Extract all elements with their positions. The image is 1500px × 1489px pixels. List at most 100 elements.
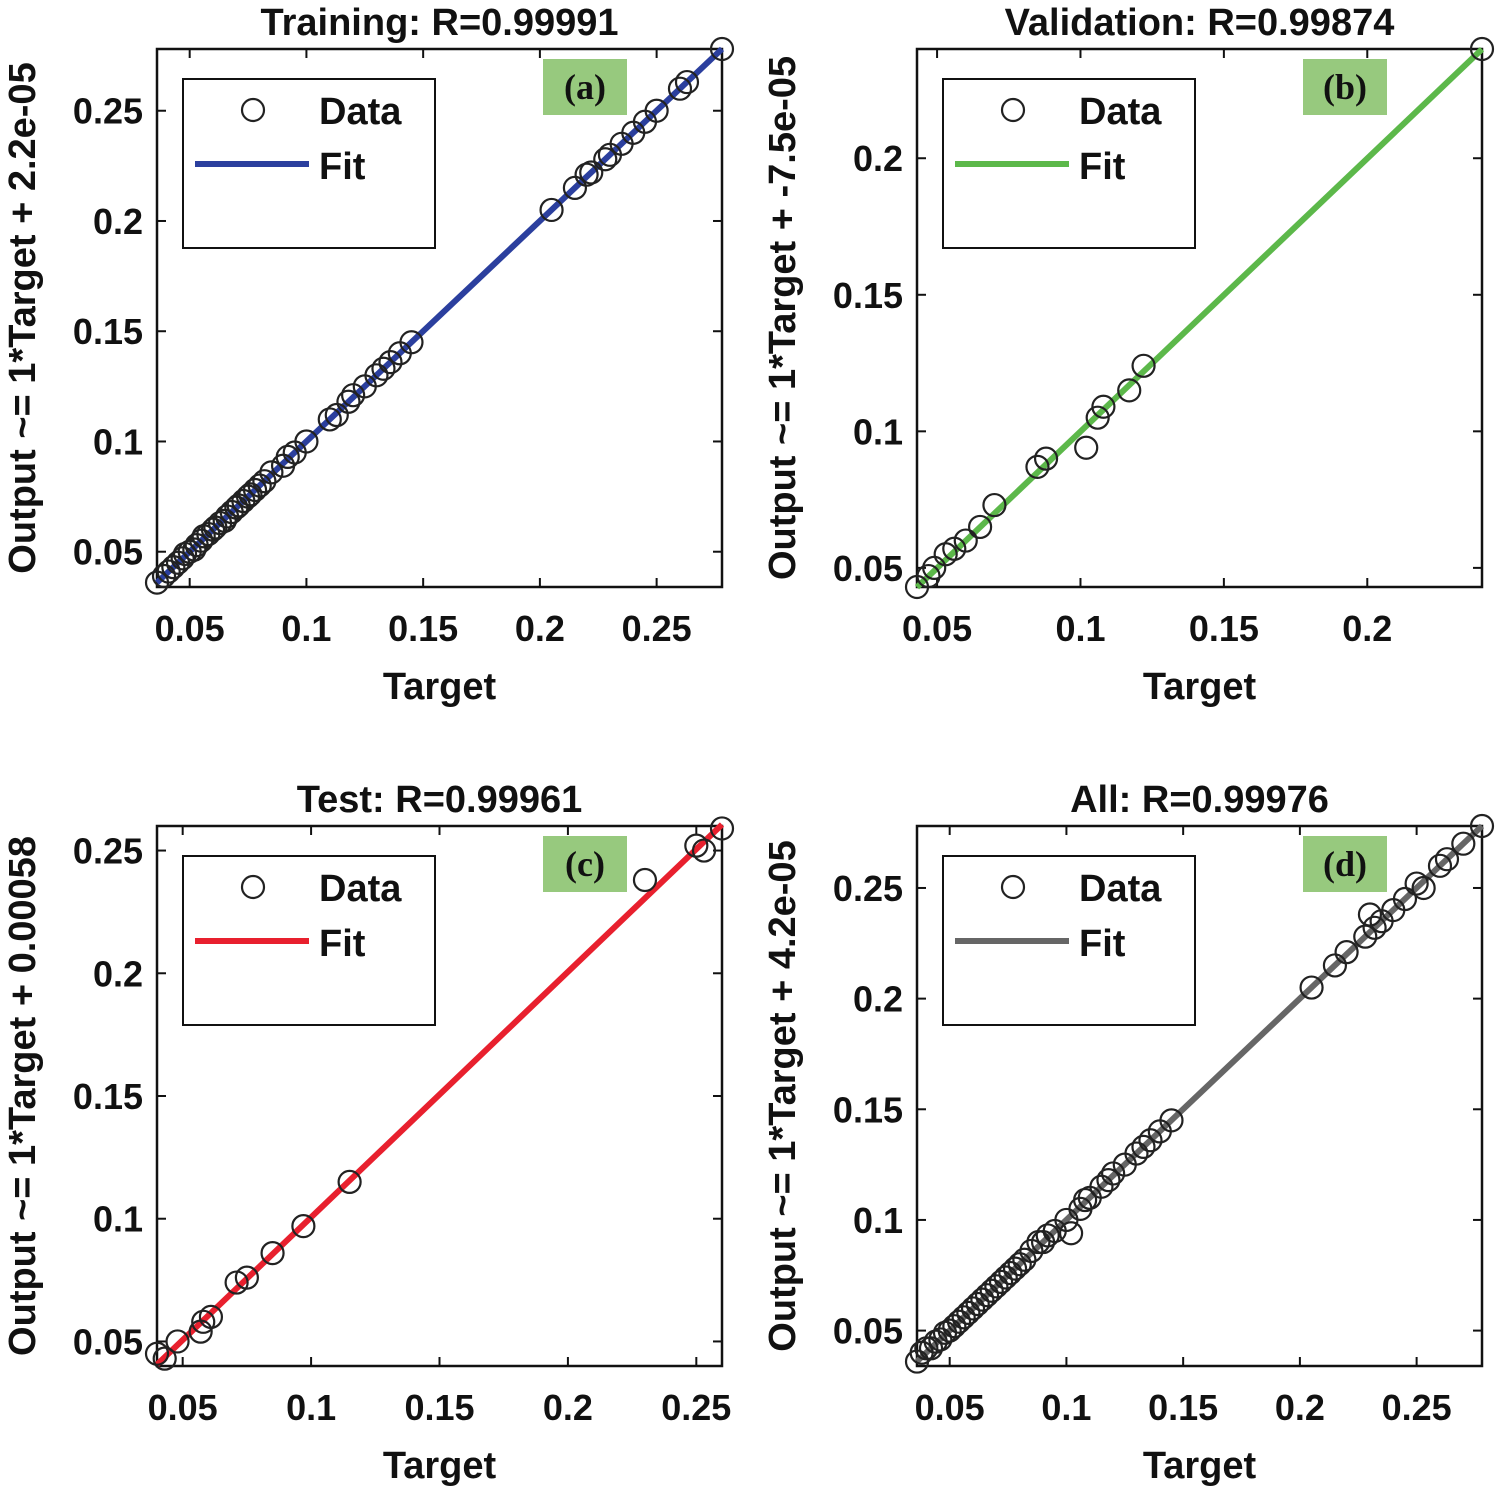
fit-line [914, 47, 1485, 590]
data-point [951, 1305, 976, 1330]
legend: Data Fit [942, 855, 1196, 1026]
data-point [1085, 405, 1110, 430]
data-point [364, 363, 389, 388]
x-tick-label: 0.2 [1275, 1387, 1325, 1428]
data-point [960, 1296, 986, 1321]
y-tick-label: 0.05 [833, 548, 903, 589]
data-points [904, 813, 1495, 1374]
data-point [1404, 871, 1429, 896]
y-tick-label: 0.1 [93, 421, 143, 462]
data-point [1131, 1134, 1156, 1160]
panel-training: Training: R=0.99991 0.05 0.1 0.15 0.2 0.25 0.0… [2, 2, 735, 708]
data-point [275, 444, 300, 470]
data-point [1469, 36, 1495, 62]
data-point [942, 1314, 967, 1339]
data-point [1002, 1256, 1028, 1281]
chart-title: Training: R=0.99991 [261, 2, 619, 44]
x-tick-label: 0.2 [543, 1387, 593, 1428]
x-tick-label: 0.25 [661, 1387, 731, 1428]
y-tick-label: 0.15 [833, 1089, 903, 1130]
x-tick-label: 0.15 [388, 608, 458, 649]
x-tick-label: 0.05 [148, 1387, 218, 1428]
legend: Data Fit [942, 78, 1196, 249]
data-point [165, 1329, 190, 1354]
x-tick-label: 0.1 [286, 1387, 336, 1428]
data-point [291, 1213, 316, 1239]
data-point [691, 838, 717, 863]
legend-label-fit: Fit [1079, 146, 1126, 188]
data-point [1138, 1128, 1163, 1153]
data-point [1035, 1223, 1060, 1248]
legend-label-fit: Fit [319, 923, 366, 965]
data-point [1392, 886, 1418, 912]
y-tick-label: 0.05 [73, 532, 143, 573]
data-point [539, 197, 564, 223]
data-point [928, 1327, 953, 1352]
legend-data-marker [240, 874, 266, 900]
chart-title: All: R=0.99976 [1070, 779, 1329, 821]
data-point [234, 1265, 259, 1290]
legend-label-data: Data [1079, 868, 1162, 910]
data-point [1362, 915, 1387, 940]
data-point [151, 563, 177, 589]
data-point [1033, 446, 1059, 471]
y-tick-label: 0.1 [853, 411, 903, 452]
data-point [198, 1304, 224, 1330]
panel-tag-label: (b) [1323, 67, 1367, 107]
x-tick-label: 0.05 [915, 1387, 985, 1428]
data-point [1159, 1108, 1184, 1133]
panel-all: All: R=0.99976 0.05 0.1 0.15 0.2 0.25 0.05 0.1 0… [762, 779, 1495, 1487]
panel-test: Test: R=0.99961 0.05 0.1 0.15 0.2 0.25 0.05 0.1… [2, 779, 735, 1487]
y-tick-label: 0.1 [853, 1200, 903, 1241]
chart-title: Validation: R=0.99874 [1005, 2, 1395, 44]
data-point [644, 98, 669, 123]
legend-data-marker [240, 97, 266, 123]
x-axis-label: Target [1143, 1445, 1257, 1487]
data-point [982, 492, 1007, 518]
data-point [156, 559, 181, 584]
data-point [336, 389, 361, 414]
data-point [988, 1269, 1014, 1295]
data-point [709, 816, 735, 841]
data-point [1025, 454, 1050, 479]
legend: Data Fit [182, 855, 436, 1026]
panel-tag: (d) [1303, 836, 1387, 892]
panel-tag-box [1303, 59, 1387, 115]
panel-tag-box [543, 59, 627, 115]
data-point [1131, 353, 1156, 378]
data-point [399, 330, 424, 355]
data-point [378, 349, 403, 375]
panel-tag: (c) [543, 836, 627, 892]
fit-line [154, 822, 725, 1367]
x-tick-label: 0.05 [902, 608, 972, 649]
data-point [916, 563, 941, 589]
x-tick-label: 0.15 [1148, 1387, 1218, 1428]
data-point [1124, 1141, 1149, 1166]
data-point [1074, 435, 1099, 460]
data-point [182, 537, 207, 562]
data-point [918, 1336, 944, 1361]
data-point [593, 147, 618, 172]
data-point [974, 1283, 1000, 1308]
x-tick-label: 0.05 [155, 608, 225, 649]
y-tick-label: 0.2 [853, 138, 903, 179]
data-point [970, 1287, 995, 1312]
data-point [1469, 813, 1495, 839]
panel-tag: (b) [1303, 59, 1387, 115]
legend-label-fit: Fit [1079, 923, 1126, 965]
legend-data-marker [1000, 874, 1026, 900]
y-axis-label: Output ~= 1*Target + 2.2e-05 [2, 62, 44, 573]
x-tick-label: 0.2 [515, 608, 565, 649]
data-point [709, 36, 735, 62]
data-point [191, 1309, 216, 1334]
y-axis-label: Output ~= 1*Target + 0.00058 [2, 836, 44, 1356]
data-point [632, 867, 658, 893]
data-point [1299, 975, 1324, 1000]
data-point [1091, 394, 1116, 419]
data-points [904, 36, 1495, 600]
y-tick-label: 0.15 [73, 311, 143, 352]
y-tick-label: 0.2 [93, 201, 143, 242]
data-point [242, 477, 268, 503]
